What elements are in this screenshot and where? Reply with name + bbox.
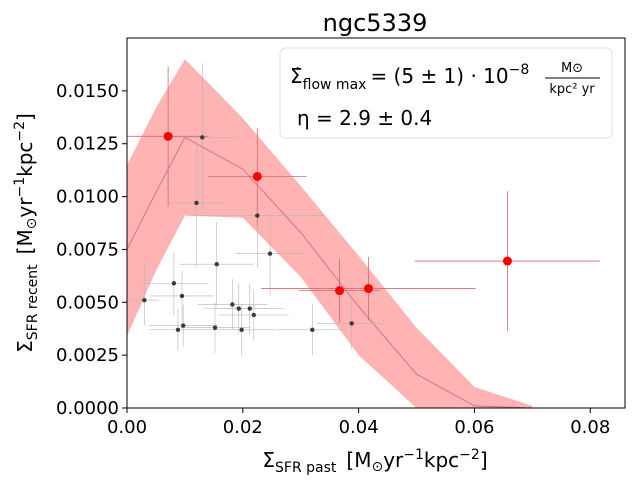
axes-frame [126,37,626,409]
y-tick-label-2: 0.0050 [56,292,119,313]
model-band-fill [127,59,533,408]
y-tick-label-3: 0.0075 [56,239,119,260]
black-data-point-8 [214,262,219,267]
black-data-point-2 [175,327,181,332]
black-data-point-12 [247,306,252,311]
axes: 0.00 0.02 0.04 0.06 0.08 0.0000 0.0025 0.0050 0.… [56,37,626,438]
black-data-point-0 [142,297,147,303]
y-tick-label-1: 0.0025 [56,345,119,366]
black-data-point-6 [200,135,205,140]
black-data-point-15 [267,251,273,256]
y-tick-label-6: 0.0150 [56,81,119,102]
annotation-box: Σ̇flow max = (5 ± 1) · 10−8 M⊙ kpc² yr η … [279,47,613,139]
model-band-layer [127,59,533,408]
flow-subscript: flow max [303,77,367,93]
flow-unit-numerator: M⊙ [561,61,583,76]
plot-area [127,59,601,408]
red-data-point-0 [163,131,173,141]
y-tick-label-4: 0.0100 [56,187,119,208]
x-tick-label-1: 0.02 [223,417,263,438]
black-data-point-5 [194,200,199,206]
red-data-point-4 [502,256,512,266]
black-data-point-9 [230,302,235,307]
black-data-point-4 [180,323,186,328]
x-tick-label-3: 0.06 [454,417,494,438]
x-tick-label-0: 0.00 [107,417,147,438]
flow-symbol: Σ̇ [290,64,303,88]
chart-title: ngc5339 [323,9,428,37]
y-tick-label-5: 0.0125 [56,134,119,155]
black-data-point-17 [349,321,354,326]
black-data-point-7 [212,325,218,330]
model-line [127,136,533,408]
black-data-point-3 [179,293,185,299]
annotation-flow: Σ̇flow max = (5 ± 1) · 10−8 [290,62,529,93]
red-data-point-1 [252,171,262,181]
black-data-point-14 [255,213,260,218]
y-tick-label-0: 0.0000 [56,398,119,419]
y-axis-label: ΣSFR recent[M⊙yr−1kpc−2] [12,113,41,353]
flow-exponent: −8 [509,62,530,78]
x-tick-label-4: 0.08 [570,417,610,438]
black-data-point-11 [239,327,244,332]
black-data-point-13 [251,312,257,318]
black-data-point-10 [236,306,241,311]
red-data-point-2 [335,286,345,296]
points-layer [142,131,512,332]
annotation-eta: η = 2.9 ± 0.4 [297,106,432,130]
x-axis-label: ΣSFR past [M⊙yr−1kpc−2] [262,447,487,476]
red-data-point-3 [363,284,373,294]
flow-unit-denominator: kpc² yr [549,82,595,97]
annotation-frame [279,47,613,139]
black-data-point-1 [171,281,177,286]
flow-value: = (5 ± 1) · 10 [370,64,508,88]
black-data-point-16 [310,327,315,332]
x-tick-label-2: 0.04 [339,417,379,438]
